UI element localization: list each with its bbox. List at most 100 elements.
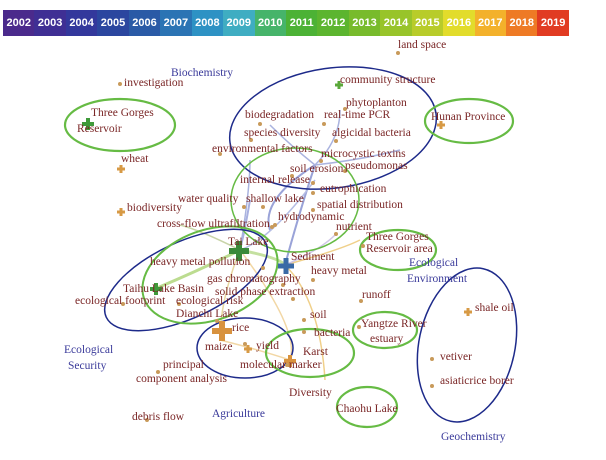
node-label-principal: principal (163, 359, 204, 371)
node-marker-hydrodynamic (273, 223, 277, 227)
node-label-algicidal-bacteria: algicidal bacteria (332, 127, 411, 139)
node-marker-water-quality (242, 205, 246, 209)
node-label-real-time-pcr: real-time PCR (324, 109, 390, 121)
node-marker-wheat (117, 165, 125, 173)
node-marker-land-space (396, 51, 400, 55)
node-marker-hunan-province (437, 121, 445, 129)
ellipse-karst (264, 327, 356, 379)
node-label-diversity: Diversity (289, 387, 332, 399)
node-marker-rice (212, 321, 232, 341)
node-labels: land space investigation community structu… (75, 39, 514, 423)
node-label-runoff: runoff (362, 289, 391, 301)
node-label-heavy-metal: heavy metal (311, 265, 367, 277)
node-label-tai-lake: Tai Lake (228, 236, 268, 248)
node-marker-gas-chromatography (281, 283, 285, 287)
node-marker-phytoplanton (343, 107, 347, 111)
cluster-labels: Biochemistry Ecological Environment Ecologi… (64, 67, 506, 443)
node-marker-shallow-lake (261, 205, 265, 209)
node-label-estuary: estuary (370, 333, 403, 345)
node-marker-species-diversity (249, 138, 253, 142)
node-marker-real-time-pcr (322, 122, 326, 126)
node-marker-yangtze-river (357, 325, 361, 329)
year-cell-2009: 2009 (223, 10, 255, 36)
node-marker-asiaticrice-borer (430, 384, 434, 388)
year-cell-2019: 2019 (537, 10, 569, 36)
node-label-three-gorges: Three Gorges (366, 231, 429, 243)
node-label-shallow-lake: shallow lake (246, 193, 304, 205)
ellipse-three-gorges-area (358, 228, 438, 272)
node-marker-microcystic-toxins (319, 159, 323, 163)
node-marker-karst (284, 355, 296, 367)
node-label-soil: soil (310, 309, 327, 321)
year-cell-2010: 2010 (254, 10, 286, 36)
node-label-spatial-distribution: spatial distribution (317, 199, 403, 211)
node-marker-ecological-risk (177, 302, 181, 306)
node-label-debris-flow: debris flow (132, 411, 185, 423)
node-marker-biodegradation (258, 122, 262, 126)
node-marker-internal-release (311, 181, 315, 185)
node-label-maize: maize (205, 341, 232, 353)
year-cell-2016: 2016 (443, 10, 475, 36)
node-marker-bacteria (302, 330, 306, 334)
node-label-hydrodynamic: hydrodynamic (278, 211, 344, 223)
node-label-taihu-lake-basin: Taihu Lake Basin (123, 283, 204, 295)
year-cell-2014: 2014 (380, 10, 412, 36)
node-marker-principal (156, 370, 160, 374)
ellipse-hunan-province (423, 97, 515, 145)
node-marker-heavy-metal-pollution (261, 266, 265, 270)
node-marker-nutrient (334, 232, 338, 236)
cluster-label-agriculture-5: Agriculture (212, 408, 265, 420)
year-cell-2015: 2015 (411, 10, 444, 36)
node-label-soil-erosion: soil erosion (290, 163, 344, 175)
cluster-label-biochemistry-0: Biochemistry (171, 67, 233, 79)
node-marker-investigation (118, 82, 122, 86)
ellipse-biochemistry-top (228, 66, 438, 190)
year-color-legend: 2002 2003 2004 2005 2006 2007 2008 2009 2010 2011… (3, 10, 569, 36)
node-label-molecular-marker: molecular marker (240, 359, 322, 371)
node-label-component-analysis: component analysis (136, 373, 228, 385)
ellipse-yangtze-estuary (351, 310, 419, 350)
node-label-yield: yield (256, 340, 279, 352)
node-label-hunan-province: Hunan Province (431, 111, 505, 123)
node-label-eutrophication: eutrophication (320, 183, 387, 195)
node-marker-taihu-lake-basin (150, 283, 162, 295)
ellipse-geochemistry (416, 267, 518, 423)
node-label-microcystic-toxins: microcystic toxins (321, 148, 406, 160)
year-cell-2018: 2018 (506, 10, 538, 36)
node-marker-molecular-marker (285, 363, 289, 367)
node-label-chaohu-lake: Chaohu Lake (336, 403, 398, 415)
node-label-dianchi-lake: Dianchi Lake (176, 308, 238, 320)
node-marker-heavy-metal (311, 278, 315, 282)
node-marker-ecological-footprint (121, 302, 125, 306)
year-cell-2006: 2006 (128, 10, 161, 36)
node-marker-runoff (359, 299, 363, 303)
node-marker-yield (244, 345, 252, 353)
cluster-ellipses (63, 66, 518, 429)
year-cell-2004: 2004 (65, 10, 98, 36)
node-label-investigation: investigation (124, 77, 184, 89)
node-label-species-diversity: species diversity (244, 127, 321, 139)
node-marker-community-structure (335, 81, 343, 89)
node-marker-algicidal-bacteria (334, 139, 338, 143)
year-cell-2005: 2005 (97, 10, 129, 36)
node-label-internal-release: internal release (240, 174, 310, 186)
node-marker-dianchi-lake (215, 319, 219, 323)
node-marker-eutrophication (311, 191, 315, 195)
node-marker-tai-lake (229, 241, 249, 261)
node-marker-maize (243, 342, 247, 346)
cluster-label-security-4: Security (68, 360, 107, 372)
node-label-reservoir-area: Reservoir area (366, 243, 433, 255)
node-label-community-structure: community structure (340, 74, 436, 86)
node-label-solid-phase-extraction: solid phase extraction (215, 286, 316, 298)
node-marker-soil (302, 318, 306, 322)
node-label-ecological-risk: ecological risk (176, 295, 244, 307)
node-label-pseudomonas: pseudomonas (345, 160, 408, 172)
year-cell-2013: 2013 (348, 10, 381, 36)
node-marker-soil-erosion (290, 174, 294, 178)
year-cell-2002: 2002 (3, 10, 35, 36)
node-label-biodegradation: biodegradation (245, 109, 314, 121)
node-label-cross-flow-ultrafiltration: cross-flow ultrafiltration (157, 218, 270, 230)
node-marker-vetiver (430, 357, 434, 361)
node-marker-solid-phase-extraction (291, 297, 295, 301)
node-label-ecological-footprint: ecological footprint (75, 295, 166, 307)
